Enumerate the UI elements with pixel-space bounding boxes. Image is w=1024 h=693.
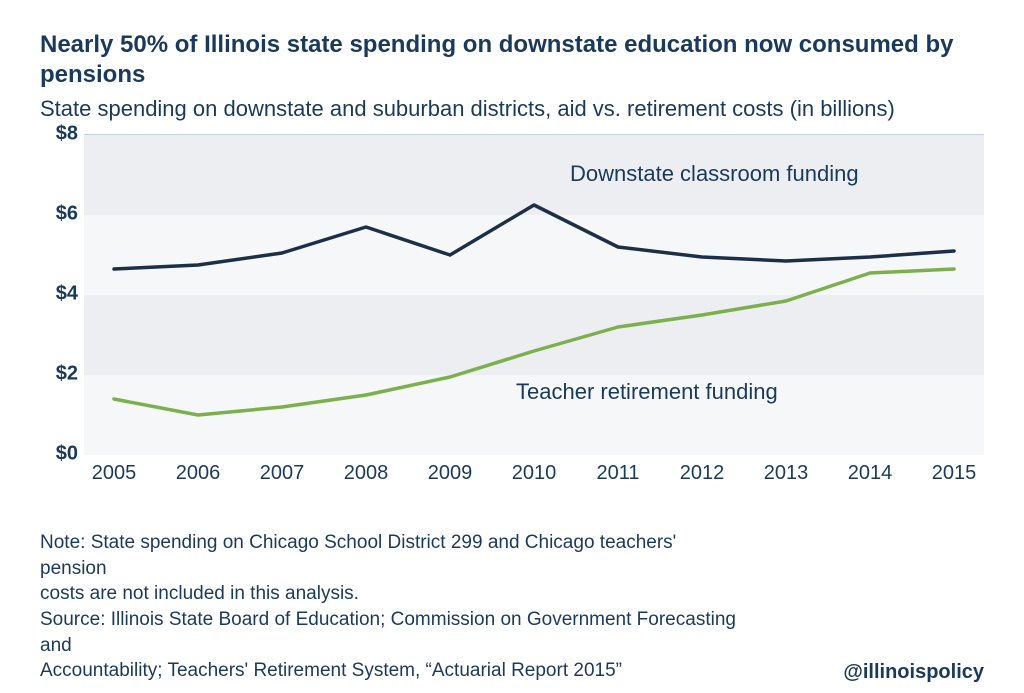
x-tick-label: 2012: [680, 462, 725, 485]
series-label: Downstate classroom funding: [570, 161, 859, 187]
x-tick-label: 2011: [596, 462, 639, 485]
series-line: [114, 205, 954, 269]
y-axis: $0$2$4$6$8: [40, 134, 84, 454]
chart-footer: Note: State spending on Chicago School D…: [40, 530, 984, 684]
note-line: Note: State spending on Chicago School D…: [40, 532, 676, 579]
plot-area: Downstate classroom funding Teacher retir…: [84, 134, 984, 454]
series-label: Teacher retirement funding: [516, 379, 778, 405]
chart-title: Nearly 50% of Illinois state spending on…: [40, 30, 984, 90]
x-tick-label: 2014: [848, 462, 893, 485]
y-tick-label: $4: [56, 283, 78, 306]
x-axis: 2005 2006 2007 2008 2009 2010 2011 2012 2013 2014…: [84, 456, 984, 492]
source-line: Accountability; Teachers' Retirement Sys…: [40, 660, 622, 681]
chart-area: $0$2$4$6$8 Downstate classroom fundingTe…: [40, 134, 984, 494]
y-tick-label: $2: [56, 363, 78, 386]
x-tick-label: 2005: [92, 462, 137, 485]
chart-subtitle: State spending on downstate and suburban…: [40, 96, 984, 122]
x-tick-label: 2013: [764, 462, 809, 485]
x-tick-label: 2010: [512, 462, 557, 485]
note-line: costs are not included in this analysis.: [40, 583, 359, 604]
y-tick-label: $6: [56, 203, 78, 226]
x-tick-label: 2008: [344, 462, 389, 485]
x-tick-label: 2006: [176, 462, 221, 485]
source-line: Source: Illinois State Board of Educatio…: [40, 609, 736, 656]
note-text: Note: State spending on Chicago School D…: [40, 530, 740, 684]
x-tick-label: 2009: [428, 462, 473, 485]
attribution-handle: @illinoispolicy: [843, 661, 984, 684]
x-tick-label: 2015: [932, 462, 977, 485]
y-tick-label: $0: [56, 443, 78, 466]
x-tick-label: 2007: [260, 462, 305, 485]
y-tick-label: $8: [56, 123, 78, 146]
